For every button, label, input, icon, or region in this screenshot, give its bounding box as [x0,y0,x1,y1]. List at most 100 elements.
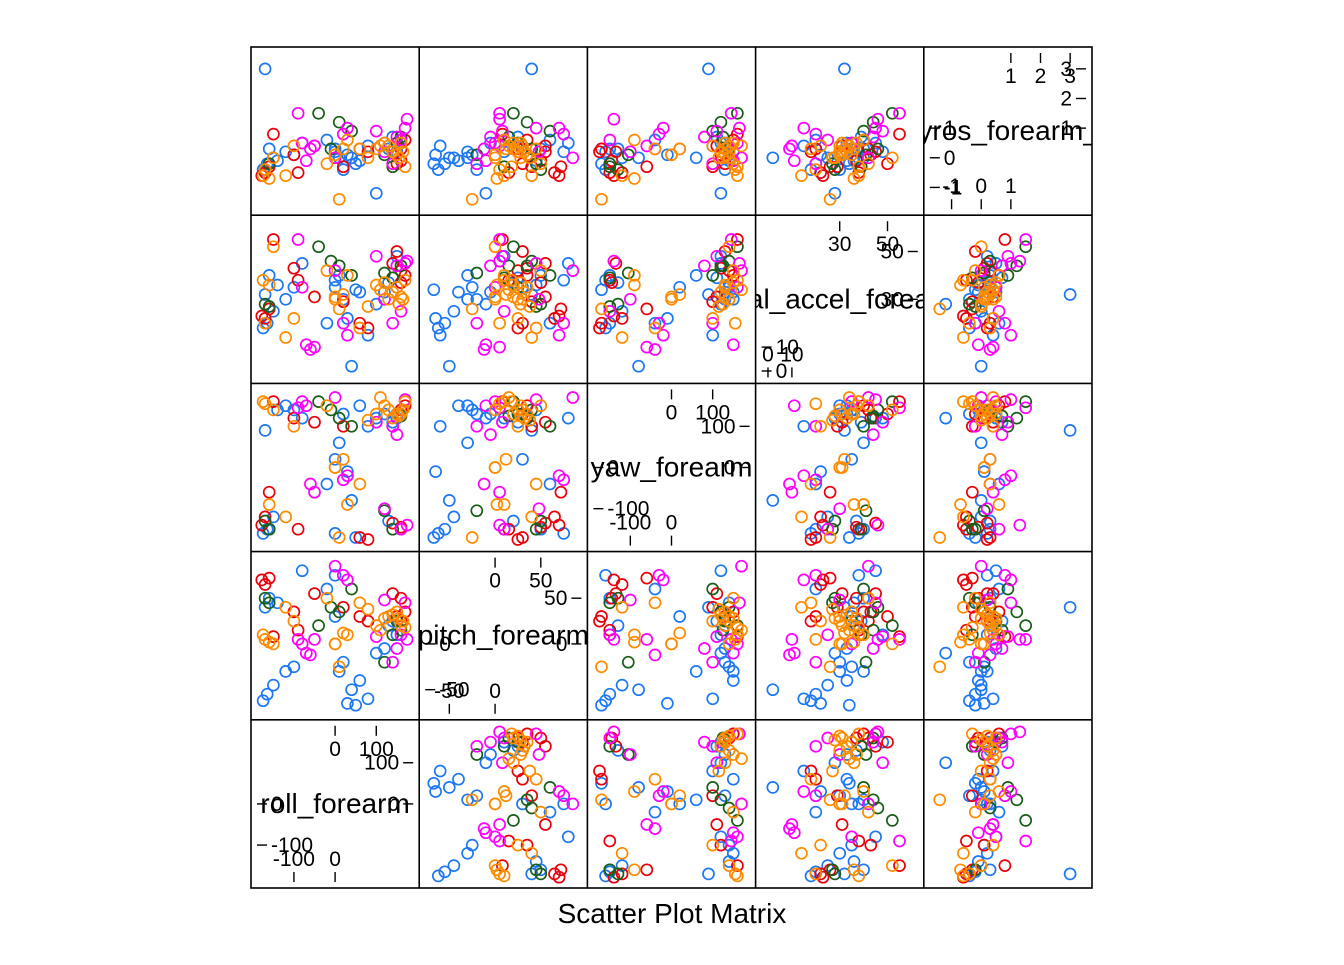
data-point [785,818,799,831]
tick-label: 1 [1005,175,1017,198]
data-point [299,154,313,168]
data-point [726,264,740,277]
data-point [386,655,400,669]
data-point [438,522,452,536]
data-point [963,655,976,669]
data-point [933,660,947,674]
data-point [607,254,621,268]
data-point [374,391,387,404]
tick-label: -100 [609,512,651,535]
data-point [607,112,621,126]
data-point [361,413,375,427]
data-point [603,687,617,701]
data-point [766,151,780,165]
data-point [766,494,780,507]
data-point [488,280,502,294]
data-point [862,399,875,413]
data-point [470,163,484,176]
data-point [488,461,502,474]
data-point [507,240,520,254]
data-point [332,660,346,674]
tick-label: 50 [529,570,552,593]
data-point [499,452,513,466]
tick-label: 0 [271,793,283,816]
data-point [871,142,885,156]
data-point [258,578,272,591]
data-point [291,401,305,415]
data-point [349,531,363,544]
data-point [980,502,994,516]
data-point [871,112,885,126]
data-point [968,399,982,413]
data-point [821,731,835,745]
data-point [804,764,818,778]
tick-label: 1 [944,117,956,140]
data-point [332,531,346,544]
data-point [783,477,796,491]
data-point [933,302,947,316]
data-point [735,623,748,637]
data-point [885,619,899,632]
data-point [320,264,334,277]
data-point [262,596,276,610]
data-point [702,867,715,881]
data-point [599,797,612,811]
data-point [628,785,641,798]
data-point [866,428,880,441]
data-point [974,413,988,427]
data-point [862,559,875,573]
data-point [632,781,645,794]
data-point [554,160,568,174]
data-point [833,614,847,628]
data-point [427,283,441,297]
data-point [998,859,1012,872]
data-point [735,139,748,153]
data-point [520,269,534,282]
data-point [876,630,890,643]
data-point [854,522,868,536]
data-point [809,867,823,881]
data-point [835,731,849,745]
data-point [977,465,991,478]
data-point [986,340,1000,354]
data-point [429,785,442,798]
data-point [876,756,890,770]
data-point [706,781,720,794]
data-point [833,502,847,516]
data-point [785,485,799,499]
data-point [963,397,976,411]
data-point [529,300,543,313]
data-point [493,112,506,126]
data-point [429,148,442,162]
data-point [989,731,1003,745]
data-point [361,602,375,616]
data-point [1063,288,1077,301]
data-point [957,395,970,408]
data-point [974,859,988,872]
data-point [345,419,358,433]
data-point [735,752,748,765]
data-point [353,399,367,413]
data-point [287,312,301,325]
data-point [661,697,674,710]
data-point [809,568,823,582]
data-point [857,419,870,433]
data-point [308,633,321,646]
data-point [433,764,447,778]
data-point [369,186,383,200]
data-point [968,264,982,277]
data-point [374,139,387,153]
data-point [974,559,988,573]
data-point [523,300,537,313]
data-point [954,635,967,649]
data-point [595,793,608,807]
data-point [621,655,635,669]
data-point [374,283,387,297]
tick-label: 0 [489,570,501,593]
data-point [328,391,342,404]
data-point [603,304,617,318]
data-point [838,452,851,466]
data-point [1063,424,1077,437]
data-point [885,395,899,408]
data-point [974,300,988,313]
